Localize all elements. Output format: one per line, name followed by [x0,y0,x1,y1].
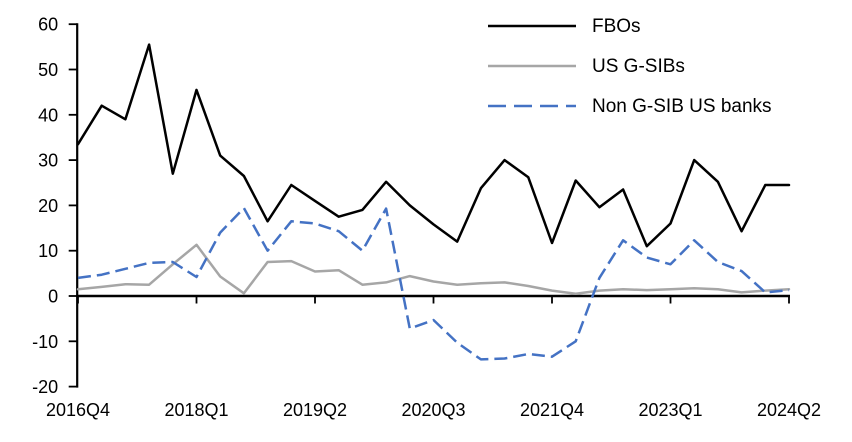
y-tick-label: 0 [48,287,58,307]
y-tick-label: 40 [38,105,58,125]
legend-item-non-gsib: Non G-SIB US banks [488,86,848,126]
legend-label-us-gsibs: US G-SIBs [592,55,685,77]
legend-line-solid-black-icon [488,24,576,28]
x-tick-label: 2023Q1 [638,400,702,420]
y-tick-label: 50 [38,60,58,80]
y-tick-label: -10 [32,332,58,352]
legend-item-us-gsibs: US G-SIBs [488,46,848,86]
legend-label-fbos: FBOs [592,15,641,37]
series-line-fbos [76,43,791,248]
legend-item-fbos: FBOs [488,6,848,46]
series-line-us-g-sibs [76,243,791,295]
y-tick-label: 60 [38,15,58,35]
x-tick-label: 2019Q2 [283,400,347,420]
x-tick-label: 2016Q4 [46,400,110,420]
x-tick-label: 2024Q2 [757,400,821,420]
x-tick-label: 2018Q1 [164,400,228,420]
x-tick-label: 2020Q3 [401,400,465,420]
legend: FBOs US G-SIBs Non G-SIB US banks [488,6,848,126]
y-tick-label: -20 [32,377,58,397]
y-tick-label: 30 [38,151,58,171]
legend-line-dashed-blue-icon [488,104,576,108]
y-tick-label: 20 [38,196,58,216]
series-line-non-g-sib-us-banks [77,206,790,361]
x-tick-label: 2021Q4 [520,400,584,420]
legend-line-solid-gray-icon [488,64,576,68]
legend-label-non-gsib: Non G-SIB US banks [592,95,772,117]
y-tick-label: 10 [38,241,58,261]
